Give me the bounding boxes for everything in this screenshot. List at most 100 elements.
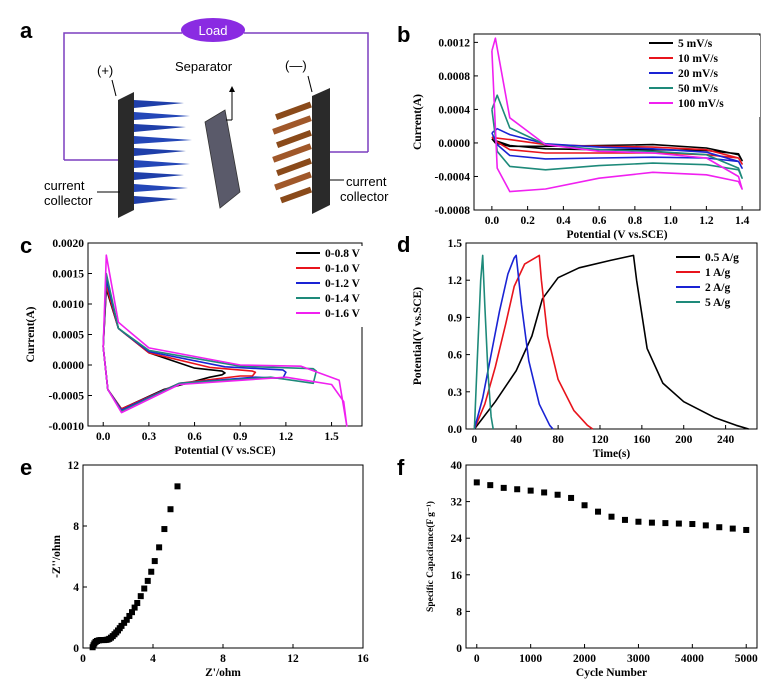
x-tick-label: 1.2 <box>279 431 294 443</box>
legend-label: 0-1.2 V <box>325 278 361 290</box>
x-tick-label: 0.2 <box>520 215 535 227</box>
y-axis-label: Potential(V vs.SCE) <box>412 287 424 385</box>
negative-terminal-label: (—) <box>285 58 307 73</box>
x-tick-label: 1.2 <box>699 215 714 227</box>
data-point <box>473 479 480 486</box>
y-tick-label: 0.0000 <box>438 138 470 150</box>
data-point <box>716 524 723 531</box>
data-point <box>141 585 148 592</box>
data-point <box>167 506 174 513</box>
data-point <box>123 616 130 623</box>
legend-label: 20 mV/s <box>678 68 718 80</box>
cv-scan-rate-chart: 0.0 0.2 0.4 0.6 0.8 1.0 1.2 1.4 -0.0008 -0.0004 0.… <box>412 33 761 241</box>
data-point <box>129 609 135 616</box>
y-tick-label: -0.0008 <box>435 205 471 217</box>
x-tick-label: 16 <box>357 653 369 665</box>
load-resistor <box>181 18 245 42</box>
y-tick-label: 12 <box>68 460 80 472</box>
x-tick-label: 12 <box>287 653 299 665</box>
positive-terminal-lead <box>111 79 117 97</box>
legend-label: 50 mV/s <box>678 83 718 95</box>
y-tick-label: -0.0005 <box>49 391 85 403</box>
legend-label: 1 A/g <box>705 267 730 279</box>
legend-label: 5 mV/s <box>678 38 713 50</box>
data-point <box>702 522 709 529</box>
x-tick-label: 1.5 <box>324 431 339 443</box>
x-tick-label: 0 <box>471 434 477 446</box>
left-collector-label-line2: collector <box>44 193 93 208</box>
device-schematic: Load (+) Separator (—) <box>44 18 389 218</box>
data-point <box>689 521 696 528</box>
data-point <box>675 520 682 527</box>
legend-label: 5 A/g <box>705 297 730 309</box>
y-tick-label: 0.0008 <box>438 71 470 83</box>
legend-label: 0-1.6 V <box>325 308 361 320</box>
data-point <box>729 525 736 532</box>
nyquist-plot: 0 4 8 12 16 0 4 8 12 Z'/ohm -Z''/ohm <box>51 460 369 679</box>
panel-label-e: e <box>20 455 32 480</box>
x-tick-label: 1.4 <box>735 215 750 227</box>
y-tick-label: 0.0000 <box>52 360 84 372</box>
y-tick-label: 1.2 <box>448 275 463 287</box>
x-tick-label: 0.4 <box>556 215 571 227</box>
x-tick-label: 80 <box>552 434 564 446</box>
panel-label-a: a <box>20 18 33 43</box>
y-tick-label: 16 <box>451 570 463 582</box>
y-tick-label: 0.0005 <box>52 330 84 342</box>
x-tick-label: 3000 <box>627 653 650 665</box>
x-tick-label: 0.8 <box>628 215 643 227</box>
data-point <box>743 526 750 533</box>
legend-label: 10 mV/s <box>678 53 718 65</box>
data-point <box>595 508 602 515</box>
series-line-2 <box>102 278 287 411</box>
x-tick-label: 0 <box>474 653 480 665</box>
galvanostatic-charge-discharge-chart: 0 40 80 120 160 200 240 0.0 0.3 0.6 0.9 1.2 1.5 Time(… <box>412 238 758 460</box>
y-tick-label: -0.0010 <box>49 421 85 433</box>
series-line-1 <box>102 284 257 410</box>
x-tick-label: 160 <box>633 434 651 446</box>
y-tick-label: 0 <box>456 643 462 655</box>
panel-label-c: c <box>20 233 32 258</box>
legend-label: 2 A/g <box>705 282 730 294</box>
y-tick-label: 0.0010 <box>52 299 84 311</box>
circuit-wire-right <box>244 32 369 152</box>
series-line-3 <box>491 94 743 179</box>
legend-label: 0-1.0 V <box>325 263 361 275</box>
right-collector-label-line1: current <box>346 174 387 189</box>
x-tick-label: 0.9 <box>233 431 248 443</box>
data-point <box>121 619 128 626</box>
data-point <box>118 622 125 629</box>
x-tick-label: 1000 <box>519 653 542 665</box>
y-axis-label: -Z''/ohm <box>51 535 63 578</box>
series-line-1 <box>491 136 743 165</box>
data-point <box>500 484 507 491</box>
data-point <box>608 513 615 520</box>
data-point <box>568 494 575 501</box>
x-tick-label: 240 <box>717 434 735 446</box>
y-tick-label: 0.0015 <box>52 269 84 281</box>
series-line-4 <box>102 254 348 427</box>
series-line-3 <box>473 254 494 430</box>
x-tick-label: 8 <box>220 653 226 665</box>
series-line-0 <box>491 138 743 162</box>
positive-terminal-label: (+) <box>97 63 113 78</box>
data-point <box>487 482 494 489</box>
data-point <box>126 612 133 619</box>
y-tick-label: 0.0020 <box>52 238 84 250</box>
x-tick-label: 4000 <box>681 653 704 665</box>
data-point <box>156 544 163 551</box>
y-tick-label: -0.0004 <box>435 171 471 183</box>
y-tick-label: 40 <box>451 460 463 472</box>
data-point <box>662 520 669 527</box>
plot-frame <box>465 464 758 649</box>
separator-label: Separator <box>175 59 233 74</box>
data-point <box>174 483 181 490</box>
x-axis-label: Potential (V vs.SCE) <box>566 229 667 241</box>
y-tick-label: 1.5 <box>448 238 463 250</box>
legend-label: 100 mV/s <box>678 98 724 110</box>
data-point <box>581 502 588 509</box>
cv-potential-window-chart: 0.0 0.3 0.6 0.9 1.2 1.5 -0.0010 -0.0005 0.0000 0.… <box>25 238 368 457</box>
x-axis-label: Z'/ohm <box>205 667 241 679</box>
data-point <box>137 593 144 600</box>
